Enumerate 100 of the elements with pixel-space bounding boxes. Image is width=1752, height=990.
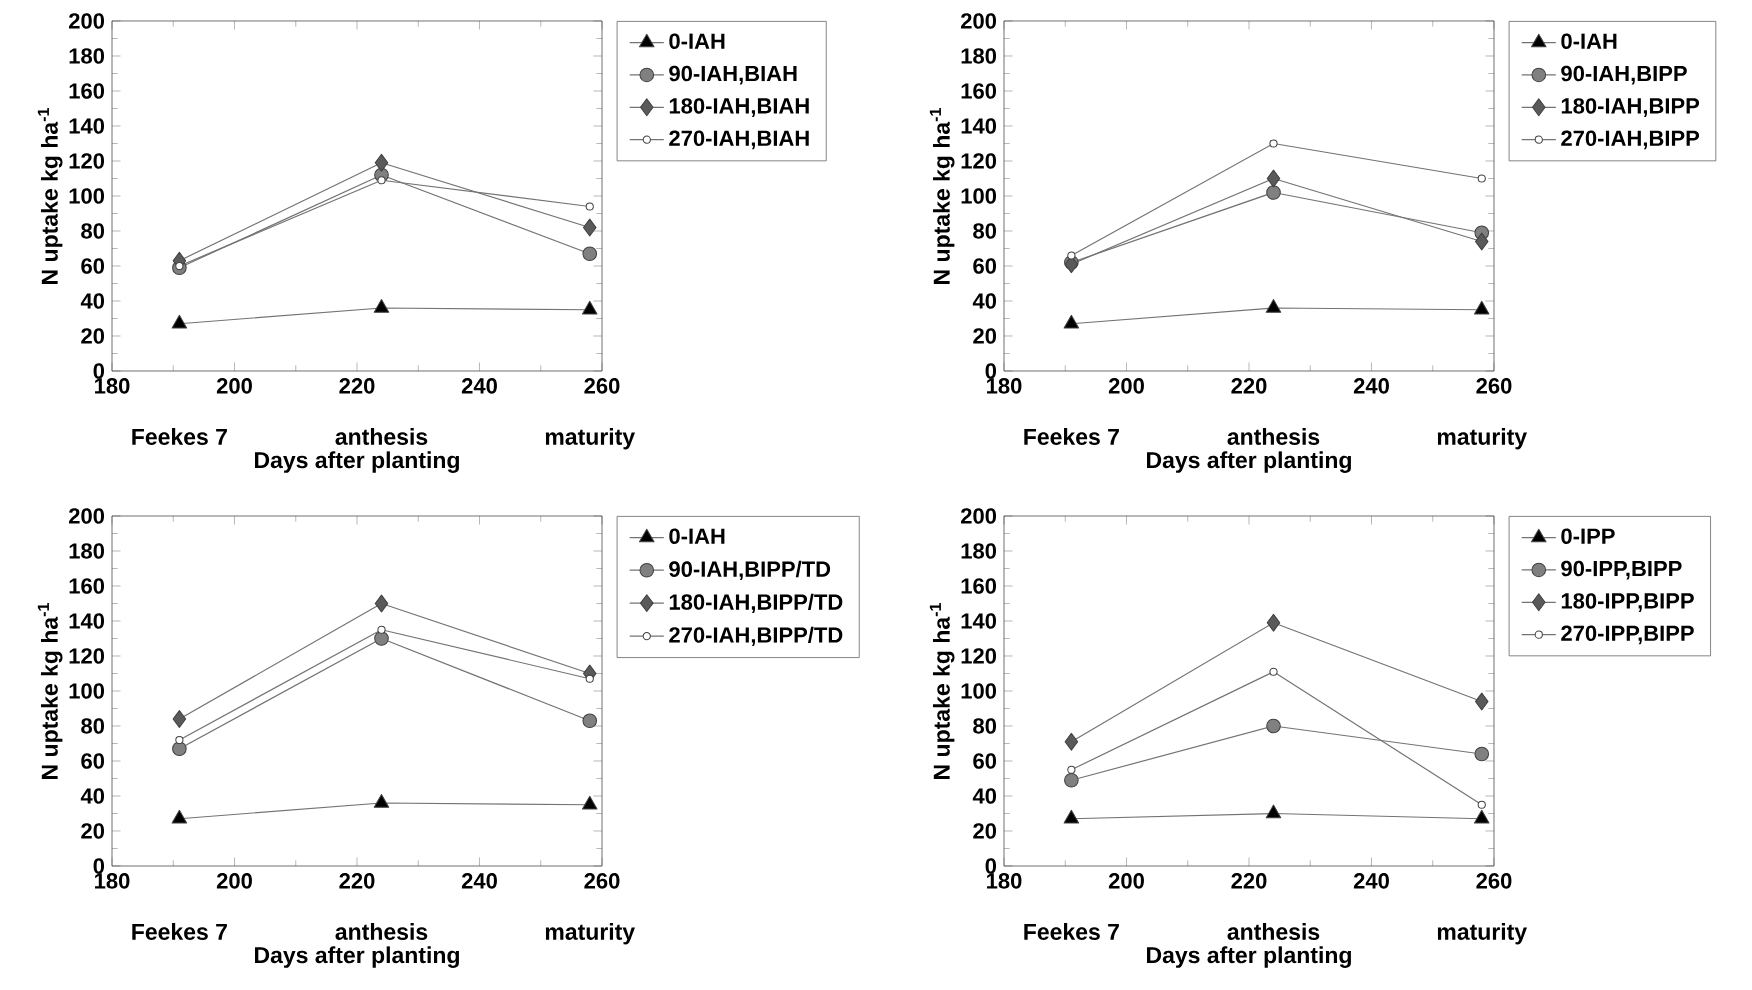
legend-label: 0-IAH: [669, 528, 725, 544]
x-tick-label: 220: [1231, 378, 1267, 394]
point: [585, 674, 594, 683]
legend-label: 90-IAH,BIPP: [1561, 65, 1687, 85]
point: [1266, 718, 1281, 734]
point: [172, 710, 187, 728]
point: [1067, 251, 1076, 260]
text: maturity: [1437, 428, 1527, 450]
text: Feekes 7: [132, 428, 227, 445]
point: [1269, 139, 1278, 148]
y-axis-title: N uptake kg ha$^{-1}$: [929, 602, 955, 779]
y-tick-label: 140: [961, 613, 997, 629]
y-tick-label: 140: [961, 118, 997, 134]
legend-label: 90-IAH,BIAH: [669, 65, 797, 85]
point: [171, 809, 188, 824]
point: [373, 299, 390, 313]
point: [1474, 746, 1490, 762]
legend-label: 270-IAH,BIAH: [669, 130, 809, 150]
y-tick-label: 20: [973, 328, 997, 344]
point: [581, 300, 598, 315]
legend-label: 180-IAH,BIPP: [1561, 98, 1700, 117]
y-tick-label: 120: [69, 648, 105, 664]
point: [585, 202, 594, 211]
point: [1477, 174, 1486, 183]
y-tick-label: 180: [69, 543, 105, 559]
y-tick-label: 200: [68, 508, 105, 524]
x-tick-label: 200: [216, 378, 252, 394]
y-tick-label: 180: [69, 48, 105, 64]
y-tick-label: 20: [81, 823, 105, 839]
y-tick-label: 40: [80, 293, 105, 309]
text: anthesis: [1227, 923, 1320, 940]
point: [582, 218, 597, 237]
text: Feekes 7: [1024, 923, 1119, 940]
x-tick-label: 260: [1476, 378, 1512, 394]
point: [1266, 169, 1281, 188]
point: [1063, 314, 1080, 329]
legend-label: 90-IAH,BIPP/TD: [669, 560, 831, 581]
point: [1474, 232, 1489, 251]
legend-label: 0-IAH: [669, 33, 725, 49]
point: [1269, 667, 1278, 676]
text: Feekes 7: [132, 923, 227, 940]
y-tick-label: 100: [69, 683, 105, 699]
y-tick-label: 0: [985, 858, 997, 874]
y-tick-label: 160: [69, 578, 105, 594]
point: [373, 794, 390, 808]
point: [374, 594, 389, 613]
x-tick-label: 260: [1476, 873, 1512, 889]
point: [171, 314, 188, 329]
y-tick-label: 80: [81, 223, 105, 239]
point: [582, 246, 598, 262]
x-tick-label: 220: [339, 873, 375, 889]
y-tick-label: 160: [961, 578, 997, 594]
x-tick-label: 240: [461, 378, 497, 394]
x-axis-title: Days after planting: [1147, 946, 1351, 968]
point: [1064, 732, 1079, 751]
legend-label: 90-IPP,BIPP: [1561, 560, 1682, 580]
x-axis-title: Days after planting: [255, 451, 459, 473]
text: anthesis: [335, 428, 428, 445]
x-tick-label: 240: [1353, 378, 1389, 394]
point: [1063, 809, 1080, 824]
x-tick-label: 260: [584, 873, 620, 889]
y-tick-label: 60: [973, 753, 997, 769]
y-tick-label: 20: [81, 328, 105, 344]
y-tick-label: 200: [960, 508, 997, 524]
x-tick-label: 240: [461, 873, 497, 889]
x-tick-label: 200: [216, 873, 252, 889]
y-tick-label: 40: [80, 788, 105, 804]
y-tick-label: 160: [69, 83, 105, 99]
point: [1265, 804, 1282, 819]
point: [377, 625, 386, 634]
y-tick-label: 60: [81, 753, 105, 769]
legend-label: 270-IAH,BIPP: [1561, 130, 1700, 150]
y-tick-label: 140: [69, 118, 105, 134]
point: [1477, 800, 1486, 809]
legend-label: 270-IPP,BIPP: [1561, 625, 1694, 645]
y-tick-label: 140: [69, 613, 105, 629]
point: [374, 631, 389, 646]
x-tick-label: 240: [1353, 873, 1389, 889]
point: [1064, 772, 1079, 788]
y-tick-label: 40: [972, 293, 997, 309]
x-tick-label: 200: [1108, 873, 1144, 889]
x-tick-label: 200: [1108, 378, 1144, 394]
point: [1265, 299, 1282, 313]
point: [581, 795, 598, 810]
y-tick-label: 100: [961, 683, 997, 699]
y-tick-label: 80: [973, 718, 997, 734]
legend-label: 0-IAH: [1561, 33, 1617, 49]
y-axis-title: N uptake kg ha$^{-1}$: [929, 107, 955, 284]
text: anthesis: [1227, 428, 1320, 445]
y-tick-label: 60: [81, 258, 105, 274]
x-axis-title: Days after planting: [1147, 451, 1351, 473]
y-tick-label: 200: [68, 13, 105, 29]
point: [172, 741, 187, 757]
y-tick-label: 100: [69, 188, 105, 204]
text: maturity: [545, 923, 635, 945]
point: [377, 176, 386, 185]
legend-label: 180-IPP,BIPP: [1561, 593, 1694, 612]
y-tick-label: 0: [93, 363, 105, 379]
legend-label: 180-IAH,BIPP/TD: [669, 593, 843, 614]
y-tick-label: 200: [960, 13, 997, 29]
